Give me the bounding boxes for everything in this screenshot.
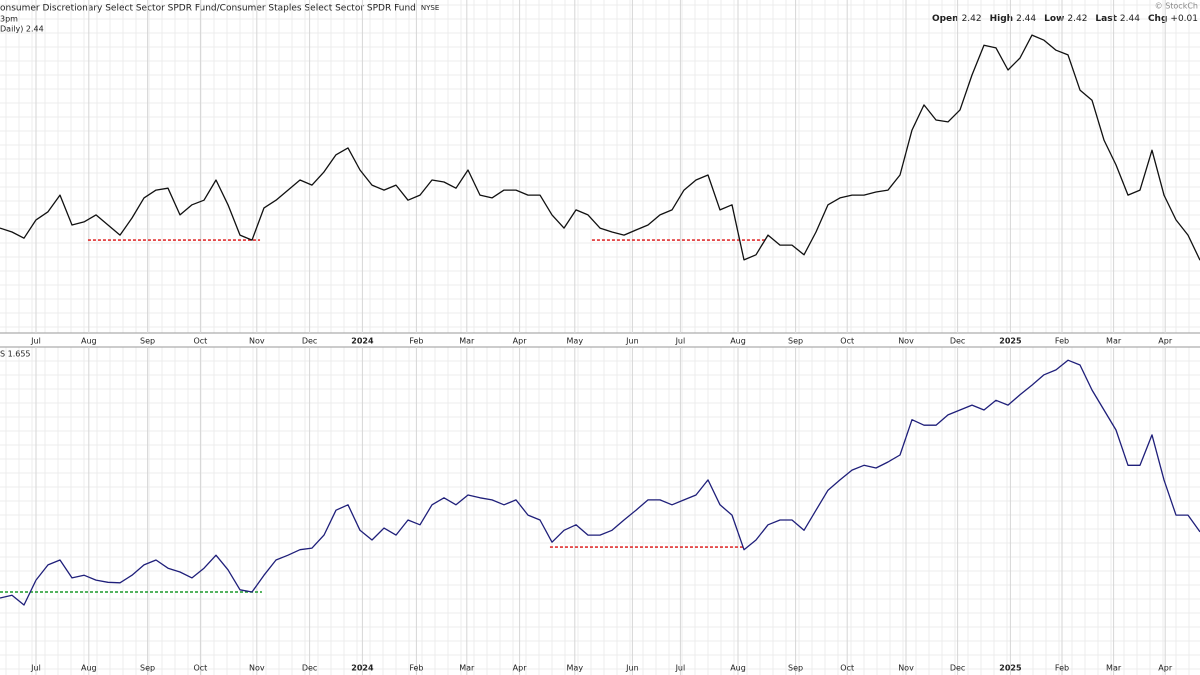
chart-title: onsumer Discretionary Select Sector SPDR… [0,4,416,14]
x-tick-label: Oct [840,337,854,346]
quote: Open 2.42 High 2.44 Low 2.42 Last 2.44 Chg +0.01 [932,14,1198,24]
x-tick-label: Nov [898,664,914,673]
x-tick-label: Mar [1106,337,1122,346]
x-tick-label: Jul [675,337,686,346]
x-tick-label: May [567,337,584,346]
x-tick-label: 2024 [351,664,374,673]
x-tick-label: Apr [1158,337,1173,346]
legend: Daily) 2.44 [0,25,44,34]
x-tick-label: 2025 [999,337,1022,346]
brand: © StockCh [1155,2,1198,11]
legend: S 1.655 [0,350,31,359]
x-tick-label: Apr [1158,664,1173,673]
x-tick-label: Sep [788,664,803,673]
x-tick-label: Nov [249,664,265,673]
x-tick-label: Oct [840,664,854,673]
x-tick-label: Aug [730,337,746,346]
x-tick-label: Apr [513,664,528,673]
x-tick-label: Nov [249,337,265,346]
exchange: NYSE [421,4,439,12]
series-line [0,359,1200,606]
x-tick-label: Dec [302,337,317,346]
x-tick-label: Dec [950,337,965,346]
x-tick-label: Sep [140,664,155,673]
quote-value: 2.44 [1016,14,1036,24]
x-tick-label: Oct [193,337,207,346]
quote-value: +0.01 [1170,14,1198,24]
quote-label: Low [1044,14,1064,24]
x-tick-label: Jul [30,337,41,346]
x-tick-label: Aug [81,664,97,673]
quote-value: 2.42 [1067,14,1087,24]
x-tick-label: Sep [140,337,155,346]
quote-value: 2.44 [1120,14,1140,24]
x-tick-label: Oct [193,664,207,673]
x-tick-label: Apr [513,337,528,346]
x-tick-label: Feb [1055,337,1069,346]
x-tick-label: Feb [409,337,423,346]
x-tick-label: Dec [302,664,317,673]
x-tick-label: Feb [1055,664,1069,673]
x-tick-label: Mar [459,337,475,346]
quote-value: 2.42 [962,14,982,24]
x-tick-label: Jul [30,664,41,673]
time: 3pm [0,15,18,24]
x-tick-label: Jun [625,664,639,673]
x-tick-label: Sep [788,337,803,346]
x-tick-label: 2024 [351,337,374,346]
x-tick-label: Dec [950,664,965,673]
x-tick-label: 2025 [999,664,1022,673]
x-tick-label: Jul [675,664,686,673]
x-tick-label: Feb [409,664,423,673]
x-tick-label: Nov [898,337,914,346]
quote-label: Open [932,14,959,24]
quote-label: High [990,14,1013,24]
x-tick-label: Aug [81,337,97,346]
quote-label: Chg [1148,14,1167,24]
x-tick-label: Jun [625,337,639,346]
x-tick-label: Mar [1106,664,1122,673]
x-tick-label: Aug [730,664,746,673]
x-tick-label: Mar [459,664,475,673]
quote-label: Last [1095,14,1117,24]
series-line [0,34,1200,261]
x-tick-label: May [567,664,584,673]
